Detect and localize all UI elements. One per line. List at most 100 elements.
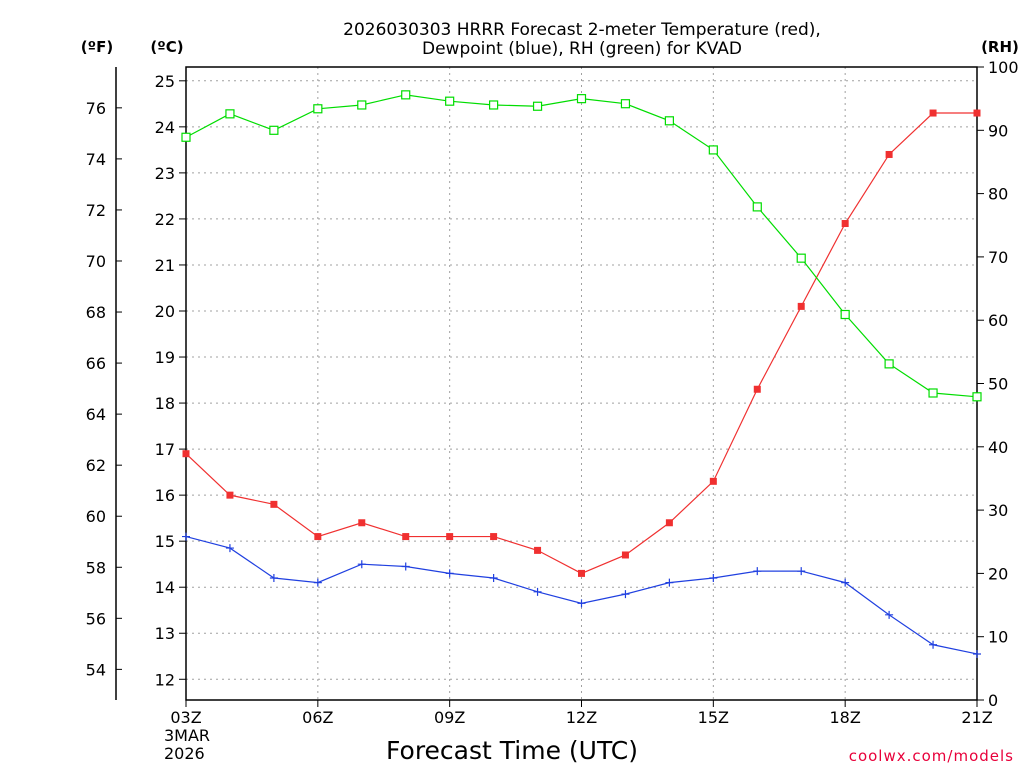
time-tick-label: 03Z — [170, 708, 201, 727]
dewpoint-point — [665, 578, 674, 587]
temperature-point — [270, 500, 278, 508]
dewpoint-point — [973, 649, 981, 658]
rh-point — [445, 96, 455, 106]
rh-tick-label: 40 — [988, 438, 1008, 457]
dewpoint-point — [709, 574, 718, 583]
celsius-tick-label: 17 — [155, 440, 175, 459]
dewpoint-point — [753, 567, 762, 576]
time-tick-label: 15Z — [698, 708, 729, 727]
fahrenheit-tick-label: 76 — [86, 99, 106, 118]
temperature-point — [534, 546, 542, 554]
rh-unit-label: (RH) — [981, 38, 1019, 56]
dewpoint-series — [182, 532, 981, 658]
rh-point — [269, 125, 279, 135]
rh-tick-label: 90 — [988, 121, 1008, 140]
celsius-tick-label: 23 — [155, 164, 175, 183]
rh-series — [181, 90, 982, 402]
rh-point — [972, 392, 982, 402]
celsius-tick-label: 25 — [155, 72, 175, 91]
dewpoint-point — [577, 599, 586, 608]
temperature-point — [797, 302, 805, 310]
time-tick-label: 12Z — [566, 708, 597, 727]
dewpoint-point — [929, 640, 938, 649]
dewpoint-point — [445, 569, 454, 578]
fahrenheit-tick-label: 68 — [86, 303, 106, 322]
dewpoint-point — [357, 560, 366, 569]
fahrenheit-tick-label: 70 — [86, 252, 106, 271]
dewpoint-point — [313, 578, 322, 587]
time-tick-label: 21Z — [961, 708, 992, 727]
temperature-point — [973, 109, 981, 117]
x-axis-label: Forecast Time (UTC) — [386, 736, 638, 765]
temperature-point — [490, 533, 498, 541]
dewpoint-point — [401, 562, 410, 571]
rh-tick-label: 50 — [988, 375, 1008, 394]
rh-point — [752, 202, 762, 212]
temperature-point — [665, 519, 673, 527]
fahrenheit-tick-label: 72 — [86, 201, 106, 220]
rh-point — [357, 100, 367, 110]
temperature-point — [709, 477, 717, 485]
rh-point — [532, 101, 543, 111]
temperature-point — [182, 450, 190, 458]
dewpoint-point — [621, 590, 630, 599]
chart-title-line1: 2026030303 HRRR Forecast 2-meter Tempera… — [343, 20, 821, 40]
axes — [115, 66, 978, 701]
data-series — [181, 90, 982, 658]
celsius-tick-label: 16 — [155, 486, 175, 505]
rh-tick-label: 10 — [988, 628, 1008, 647]
dewpoint-point — [885, 610, 894, 619]
celsius-tick-label: 13 — [155, 624, 175, 643]
date-label-day: 3MAR — [164, 726, 210, 745]
dewpoint-point — [269, 574, 278, 583]
rh-point — [225, 109, 235, 119]
rh-point — [401, 90, 411, 100]
dewpoint-point — [797, 567, 806, 576]
temperature-point — [314, 533, 322, 541]
credit-text: coolwx.com/models — [849, 747, 1014, 765]
time-axis: 03Z 06Z 09Z 12Z 15Z 18Z 21Z — [170, 700, 993, 727]
fahrenheit-axis: 54 56 58 60 62 64 66 68 70 72 74 76 — [86, 99, 122, 679]
fahrenheit-tick-label: 56 — [86, 609, 106, 628]
temperature-series — [182, 109, 981, 577]
rh-point — [313, 104, 323, 114]
temperature-point — [226, 491, 234, 499]
dewpoint-point — [533, 587, 542, 596]
rh-tick-label: 30 — [988, 501, 1008, 520]
temperature-point — [841, 220, 849, 228]
time-tick-label: 06Z — [302, 708, 333, 727]
celsius-tick-label: 20 — [155, 302, 175, 321]
celsius-tick-label: 22 — [155, 210, 175, 229]
temperature-point — [621, 551, 629, 559]
fahrenheit-tick-label: 64 — [86, 405, 106, 424]
celsius-tick-label: 19 — [155, 348, 175, 367]
rh-tick-label: 70 — [988, 248, 1008, 267]
temperature-point — [885, 150, 893, 158]
dewpoint-point — [489, 574, 498, 583]
fahrenheit-tick-label: 66 — [86, 354, 106, 373]
rh-point — [489, 100, 499, 110]
temperature-point — [446, 533, 454, 541]
celsius-tick-label: 15 — [155, 532, 175, 551]
rh-point — [796, 253, 806, 263]
rh-point — [576, 94, 587, 104]
celsius-tick-label: 12 — [155, 670, 175, 689]
chart-title-line2: Dewpoint (blue), RH (green) for KVAD — [422, 39, 742, 59]
fahrenheit-unit-label: (ºF) — [81, 38, 113, 56]
temperature-point — [578, 569, 585, 577]
temperature-point — [358, 519, 366, 527]
rh-tick-label: 0 — [988, 691, 998, 710]
rh-point — [708, 145, 718, 155]
rh-axis: 0 10 20 30 40 50 60 70 80 90 100 — [977, 58, 1019, 710]
rh-tick-label: 60 — [988, 311, 1008, 330]
fahrenheit-tick-label: 74 — [86, 150, 106, 169]
rh-point — [181, 132, 191, 142]
time-tick-label: 09Z — [434, 708, 465, 727]
dewpoint-point — [841, 578, 850, 587]
temperature-point — [929, 109, 937, 117]
temperature-point — [753, 385, 761, 393]
rh-tick-label: 80 — [988, 185, 1008, 204]
celsius-unit-label: (ºC) — [150, 38, 183, 56]
celsius-tick-label: 14 — [155, 578, 175, 597]
